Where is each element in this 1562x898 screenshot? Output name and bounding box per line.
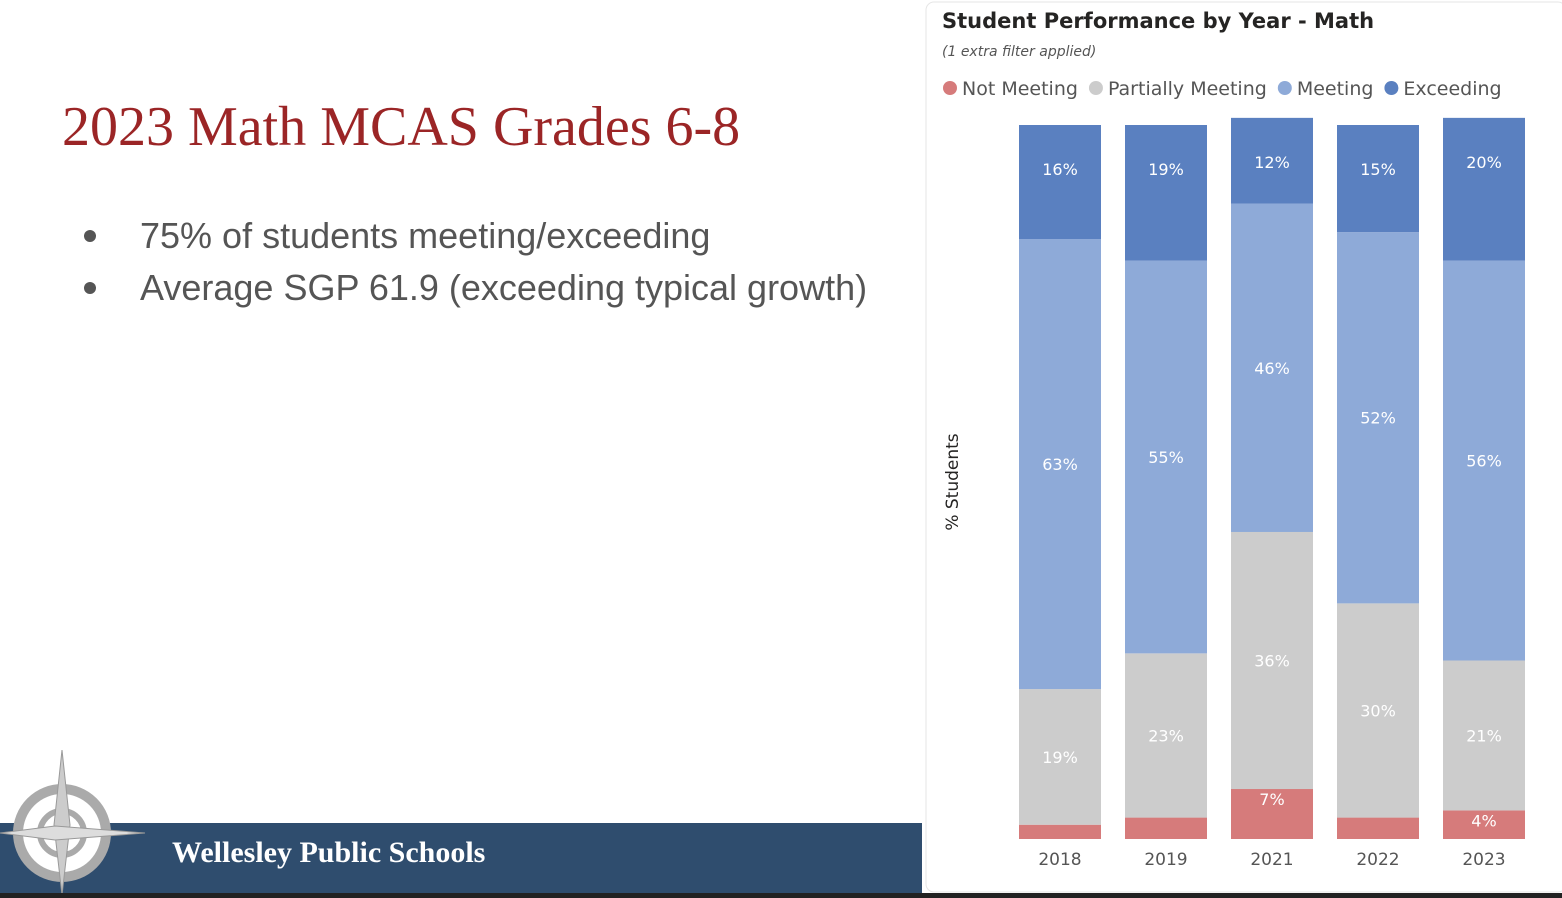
bar-segment — [1231, 789, 1313, 839]
data-label: 4% — [1471, 811, 1496, 830]
bar-segment — [1231, 531, 1313, 790]
data-label: 23% — [1148, 726, 1184, 745]
bar-segment — [1231, 117, 1313, 204]
data-label: 15% — [1360, 160, 1396, 179]
bar-segment — [1019, 125, 1101, 240]
data-label: 55% — [1148, 448, 1184, 467]
bar-segment — [1019, 689, 1101, 825]
bullet: 75% of students meeting/exceeding — [140, 215, 710, 256]
bullet-dot — [84, 230, 96, 242]
y-axis-label: % Students — [943, 433, 963, 530]
data-label: 19% — [1042, 748, 1078, 767]
data-label: 21% — [1466, 726, 1502, 745]
bar-segment — [1125, 260, 1207, 654]
bar-segment — [1019, 239, 1101, 690]
data-label: 12% — [1254, 153, 1290, 172]
data-label: 46% — [1254, 359, 1290, 378]
bar-segment — [1337, 232, 1419, 604]
bottom-strip — [0, 893, 1562, 898]
data-label: 52% — [1360, 409, 1396, 428]
logo — [0, 749, 146, 896]
x-tick-label: 2019 — [1144, 850, 1187, 870]
chart: Student Performance by Year - Math (1 ex… — [942, 9, 1525, 870]
bar-segment — [1443, 260, 1525, 661]
chart-subtitle: (1 extra filter applied) — [942, 44, 1096, 60]
footer-text: Wellesley Public Schools — [172, 836, 485, 869]
bar-segment — [1337, 817, 1419, 839]
bar-segment — [1443, 117, 1525, 261]
slide-title: 2023 Math MCAS Grades 6-8 — [62, 96, 740, 158]
legend-label: Partially Meeting — [1108, 78, 1267, 100]
data-label: 16% — [1042, 160, 1078, 179]
data-label: 56% — [1466, 452, 1502, 471]
data-label: 20% — [1466, 153, 1502, 172]
bar-segment — [1443, 660, 1525, 811]
data-label: 7% — [1259, 790, 1284, 809]
bar-segment — [1019, 824, 1101, 839]
bullet-dot — [84, 282, 96, 294]
legend-marker — [943, 81, 957, 95]
data-label: 30% — [1360, 701, 1396, 720]
bar-segment — [1125, 125, 1207, 261]
chart-title: Student Performance by Year - Math — [942, 9, 1374, 33]
legend-label: Exceeding — [1403, 78, 1501, 100]
legend-marker — [1277, 81, 1292, 95]
bar-segment — [1337, 603, 1419, 818]
legend-label: Meeting — [1297, 78, 1374, 100]
bar-segment — [1443, 810, 1525, 839]
data-label: 19% — [1148, 160, 1184, 179]
x-tick-label: 2023 — [1462, 850, 1505, 870]
legend-label: Not Meeting — [962, 78, 1078, 100]
footer-bar — [0, 823, 922, 893]
bar-segment — [1337, 125, 1419, 233]
bar-segment — [1231, 203, 1313, 532]
x-tick-label: 2018 — [1038, 850, 1081, 870]
data-label: 63% — [1042, 455, 1078, 474]
bar-segment — [1125, 653, 1207, 818]
legend-marker — [1384, 81, 1399, 95]
data-label: 36% — [1254, 652, 1290, 671]
bullet: Average SGP 61.9 (exceeding typical grow… — [140, 267, 867, 308]
x-tick-label: 2021 — [1250, 850, 1293, 870]
x-tick-label: 2022 — [1356, 850, 1399, 870]
bar-segment — [1125, 817, 1207, 839]
legend-marker — [1088, 81, 1103, 95]
